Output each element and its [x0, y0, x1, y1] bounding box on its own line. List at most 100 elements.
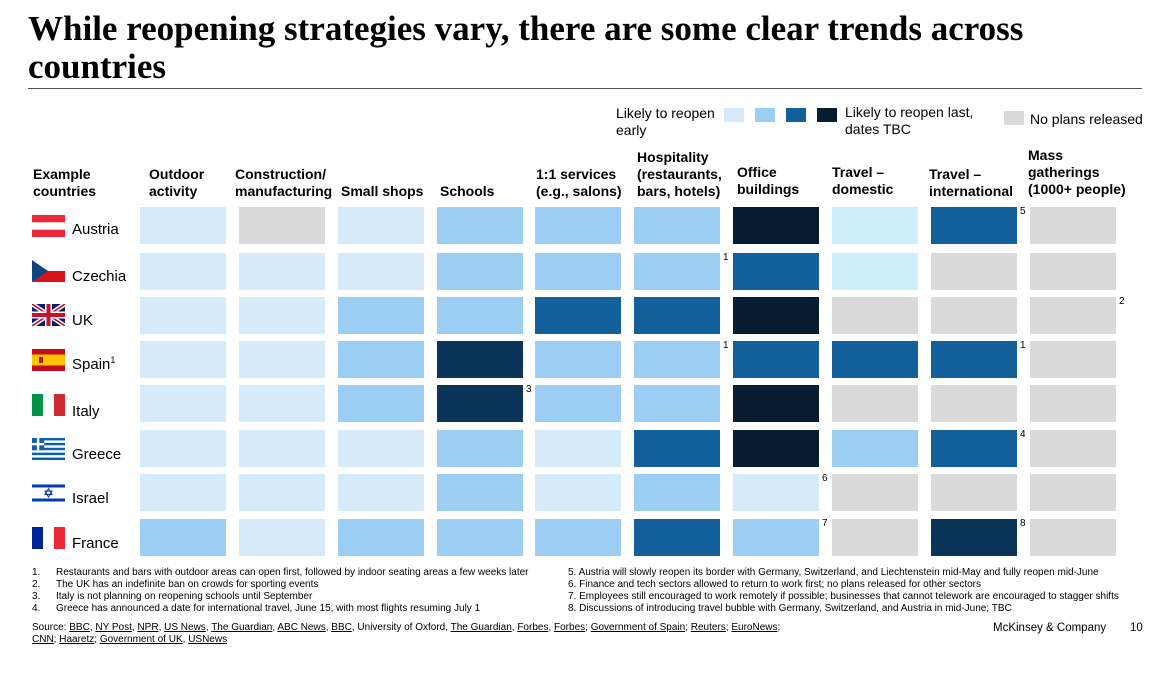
country-name: France: [72, 535, 119, 552]
footnote-item: 8. Discussions of introducing travel bub…: [568, 603, 1012, 614]
cell-france-travel-domestic: [832, 519, 918, 556]
cell-italy-outdoor-activity: [140, 385, 226, 422]
cell-czechia-1-1-services-e-g-salons: [535, 253, 621, 290]
source-link[interactable]: BBC: [69, 622, 90, 633]
cell-uk-small-shops: [338, 297, 424, 334]
source-items: BBC, NY Post, NPR, US News, The Guardian…: [32, 622, 780, 645]
source-link[interactable]: BBC: [331, 622, 352, 633]
cell-footnote-marker: 6: [822, 473, 828, 484]
cell-greece-schools: [437, 430, 523, 467]
cell-footnote-marker: 2: [1119, 296, 1125, 307]
cell-czechia-schools: [437, 253, 523, 290]
italy-flag-icon: [32, 394, 65, 416]
legend-early-label: Likely to reopen early: [616, 105, 715, 138]
source-link[interactable]: USNews: [188, 634, 228, 645]
country-name: UK: [72, 312, 93, 329]
cell-footnote-marker: 8: [1020, 518, 1026, 529]
cell-italy-travel-international: [931, 385, 1017, 422]
brand-name: McKinsey & Company: [993, 622, 1107, 634]
cell-uk-1-1-services-e-g-salons: [535, 297, 621, 334]
cell-israel-1-1-services-e-g-salons: [535, 474, 621, 511]
footnote-text: Restaurants and bars with outdoor areas …: [56, 567, 529, 578]
cell-austria-travel-international: [931, 207, 1017, 244]
footnotes-left: 1. Restaurants and bars with outdoor area…: [32, 567, 562, 615]
header-schools: Schools: [440, 183, 495, 199]
country-label-greece: Greece: [72, 441, 121, 464]
cell-czechia-office-buildings: [733, 253, 819, 290]
footnote-text: Italy is not planning on reopening schoo…: [56, 591, 313, 602]
country-name: Italy: [72, 403, 100, 420]
legend-last-label: Likely to reopen last, dates TBC: [845, 104, 974, 137]
cell-italy-office-buildings: [733, 385, 819, 422]
source-link[interactable]: EuroNews: [731, 622, 778, 633]
source-link[interactable]: Government of UK: [99, 634, 183, 645]
footnote-item: 5. Austria will slowly reopen its border…: [568, 567, 1099, 578]
country-label-czechia: Czechia: [72, 263, 126, 286]
source-link[interactable]: The Guardian: [211, 622, 273, 633]
cell-italy-small-shops: [338, 385, 424, 422]
cell-greece-hospitality-restaurants-bars-hotels: [634, 430, 720, 467]
cell-austria-small-shops: [338, 207, 424, 244]
cell-czechia-mass-gatherings-1000-people: [1030, 253, 1116, 290]
country-name: Spain: [72, 356, 111, 373]
source-link[interactable]: Reuters: [690, 622, 726, 633]
cell-italy-mass-gatherings-1000-people: [1030, 385, 1116, 422]
cell-czechia-small-shops: [338, 253, 424, 290]
source-separator: ;: [585, 622, 591, 633]
cell-austria-office-buildings: [733, 207, 819, 244]
cell-spain-mass-gatherings-1000-people: [1030, 341, 1116, 378]
header-construction: Construction/ manufacturing: [235, 166, 333, 199]
cell-footnote-marker: 3: [526, 384, 532, 395]
cell-france-construction-manufacturing: [239, 519, 325, 556]
legend-swatch-3: [786, 108, 806, 122]
cell-uk-travel-domestic: [832, 297, 918, 334]
cell-israel-schools: [437, 474, 523, 511]
source-link[interactable]: The Guardian: [450, 622, 512, 633]
cell-greece-construction-manufacturing: [239, 430, 325, 467]
source-separator: ,: [182, 634, 189, 645]
cell-spain-outdoor-activity: [140, 341, 226, 378]
source-link[interactable]: ABC News: [277, 622, 326, 633]
country-footnote: 1: [110, 355, 116, 365]
cell-austria-outdoor-activity: [140, 207, 226, 244]
legend-swatch-4: [817, 108, 837, 122]
cell-spain-hospitality-restaurants-bars-hotels: [634, 341, 720, 378]
cell-austria-travel-domestic: [832, 207, 918, 244]
header-office: Office buildings: [737, 164, 800, 197]
cell-italy-hospitality-restaurants-bars-hotels: [634, 385, 720, 422]
source-link[interactable]: Forbes: [554, 622, 586, 633]
cell-greece-small-shops: [338, 430, 424, 467]
cell-czechia-construction-manufacturing: [239, 253, 325, 290]
header-travel-international: Travel – international: [929, 166, 1014, 199]
footnote-item: 1. Restaurants and bars with outdoor area…: [32, 567, 562, 579]
source-link[interactable]: US News: [164, 622, 206, 633]
cell-israel-construction-manufacturing: [239, 474, 325, 511]
country-label-france: France: [72, 530, 119, 553]
cell-uk-hospitality-restaurants-bars-hotels: [634, 297, 720, 334]
cell-italy-schools: [437, 385, 523, 422]
cell-greece-1-1-services-e-g-salons: [535, 430, 621, 467]
cell-spain-schools: [437, 341, 523, 378]
source-separator: ,: [272, 622, 278, 633]
cell-france-outdoor-activity: [140, 519, 226, 556]
source-link[interactable]: Government of Spain: [590, 622, 686, 633]
cell-greece-mass-gatherings-1000-people: [1030, 430, 1116, 467]
spain-flag-icon: [32, 349, 65, 371]
cell-uk-mass-gatherings-1000-people: [1030, 297, 1116, 334]
cell-czechia-travel-international: [931, 253, 1017, 290]
source-separator: ;: [777, 622, 781, 633]
source-link[interactable]: Haaretz: [59, 634, 95, 645]
cell-israel-travel-domestic: [832, 474, 918, 511]
cell-austria-mass-gatherings-1000-people: [1030, 207, 1116, 244]
source-link[interactable]: NY Post: [95, 622, 132, 633]
source-link[interactable]: CNN: [32, 634, 54, 645]
source-separator: ;: [725, 622, 732, 633]
source-separator: ,: [158, 622, 165, 633]
source-link[interactable]: NPR: [137, 622, 159, 633]
source-separator: ;: [53, 634, 60, 645]
cell-czechia-travel-domestic: [832, 253, 918, 290]
source-separator: ;: [94, 634, 100, 645]
header-travel-domestic: Travel – domestic: [832, 164, 894, 197]
title-divider: [28, 88, 1142, 89]
source-link[interactable]: Forbes: [517, 622, 549, 633]
